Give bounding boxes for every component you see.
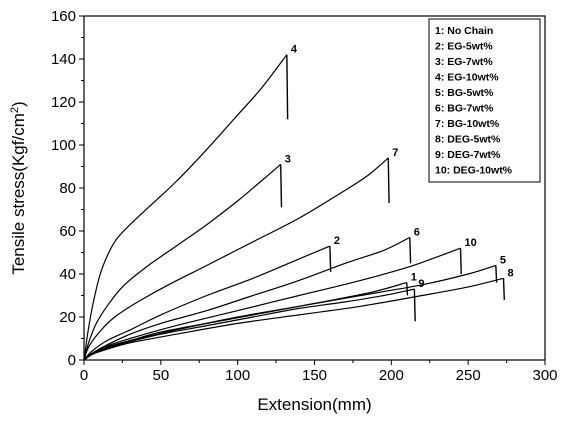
legend-box (428, 18, 541, 183)
legend-entry: 6: BG-7wt% (435, 103, 494, 115)
legend-entry: 8: DEG-5wt% (435, 134, 501, 146)
break-line-4 (286, 54, 289, 120)
curve-10 (83, 247, 461, 361)
break-line-3 (279, 164, 283, 208)
break-line-1 (406, 282, 409, 296)
y-tick-label: 100 (51, 137, 76, 154)
x-tick-label: 100 (225, 367, 250, 384)
curve-label-3: 3 (285, 153, 291, 165)
curve-label-9: 9 (418, 278, 424, 290)
legend-entry: 1: No Chain (435, 25, 493, 37)
curve-label-6: 6 (414, 226, 420, 238)
break-line-2 (329, 246, 332, 272)
x-tick-label: 50 (152, 367, 169, 384)
break-line-9 (413, 289, 416, 322)
curve-label-4: 4 (291, 44, 298, 56)
legend-entry: 4: EG-10wt% (435, 72, 499, 84)
curve-labels-group: 1 2 3 4 5 6 7 8 9 10 (285, 44, 514, 290)
curve-5 (83, 264, 496, 361)
curve-1 (83, 282, 407, 361)
y-tick-label: 120 (51, 94, 76, 111)
break-line-6 (409, 237, 412, 264)
x-tick-label: 0 (80, 367, 88, 384)
legend-entry: 9: DEG-7wt% (435, 149, 501, 161)
legend-entry: 3: EG-7wt% (435, 56, 493, 68)
curve-9 (83, 288, 415, 361)
curve-label-10: 10 (464, 237, 476, 249)
break-line-10 (459, 248, 462, 275)
x-tick-label: 200 (379, 367, 404, 384)
y-tick-label: 40 (59, 266, 76, 283)
y-axis-title: Tensile stress(Kgf/cm2) (9, 101, 28, 274)
curve-4 (83, 54, 288, 361)
x-axis-title: Extension(mm) (257, 395, 371, 414)
y-tick-label: 0 (68, 352, 76, 369)
y-tick-label: 140 (51, 51, 76, 68)
y-tick-label: 80 (59, 180, 76, 197)
x-tick-label: 250 (456, 367, 481, 384)
curve-label-5: 5 (500, 254, 506, 266)
break-line-7 (387, 157, 390, 204)
legend-entry: 10: DEG-10wt% (435, 165, 513, 177)
curve-label-8: 8 (508, 267, 514, 279)
curve-2 (83, 245, 331, 361)
curves-group (83, 54, 506, 361)
legend-entry: 7: BG-10wt% (435, 118, 500, 130)
y-tick-label: 160 (51, 8, 76, 25)
x-tick-label: 300 (532, 367, 557, 384)
curve-label-7: 7 (392, 147, 398, 159)
curve-3 (83, 163, 282, 361)
curve-label-2: 2 (334, 235, 340, 247)
legend-entry: 2: EG-5wt% (435, 41, 493, 53)
curve-7 (83, 157, 389, 361)
y-tick-label: 20 (59, 309, 76, 326)
curve-label-1: 1 (411, 272, 417, 284)
legend-entry: 5: BG-5wt% (435, 87, 494, 99)
y-tick-label: 60 (59, 223, 76, 240)
legend: 1: No Chain 2: EG-5wt% 3: EG-7wt% 4: EG-10w… (428, 18, 541, 183)
axes-group: 0 50 100 150 200 250 300 0 20 40 60 80 100 120 140 160 (51, 8, 558, 384)
x-tick-label: 150 (302, 367, 327, 384)
break-line-8 (502, 278, 506, 300)
curve-8 (83, 277, 504, 361)
